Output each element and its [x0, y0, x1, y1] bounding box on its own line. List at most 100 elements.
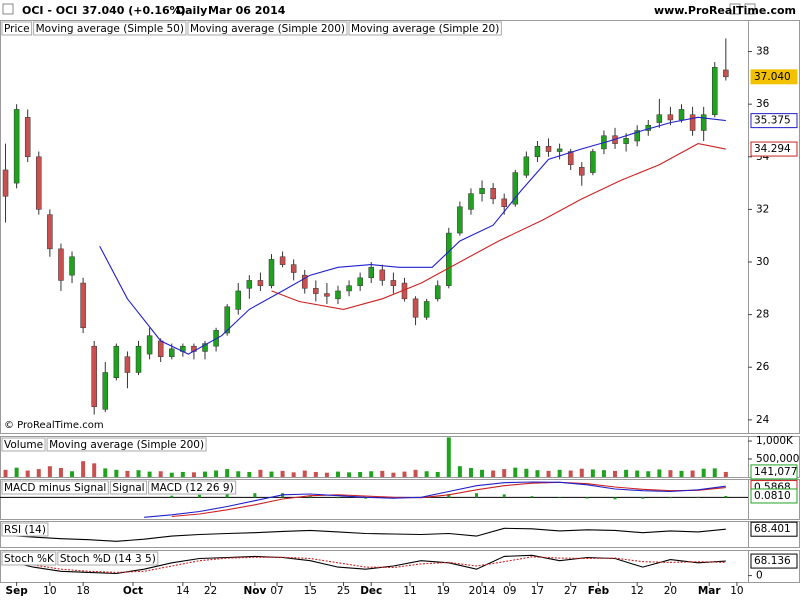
menu-icon[interactable] [2, 3, 14, 15]
volume-bar [324, 472, 329, 477]
legend-box [1, 437, 46, 452]
candle-body [235, 290, 242, 310]
copyright: © ProRealTime.com [4, 420, 104, 431]
window-icon[interactable] [744, 3, 756, 15]
y-tick-label: 500,000 [756, 453, 799, 465]
candle-body [545, 146, 552, 152]
histogram-bar [447, 494, 451, 498]
candle-body [146, 335, 153, 355]
volume-bar [369, 471, 374, 477]
volume-bar [36, 469, 41, 477]
volume-bar [81, 461, 86, 477]
legend-entry: Moving average (Simple 20) [351, 23, 499, 35]
volume-bar [690, 470, 695, 477]
x-tick-label: 18 [76, 585, 89, 597]
value-readout: 34.294 [754, 143, 791, 155]
volume-bar [480, 469, 485, 477]
volume-bar [624, 469, 629, 477]
volume-bar [125, 470, 130, 477]
x-tick-label: 20 [664, 585, 677, 597]
value-readout-box [750, 488, 798, 504]
candle-body [457, 206, 463, 234]
candle-body [24, 117, 31, 158]
histogram-bar [530, 496, 534, 498]
candle-body [246, 280, 253, 289]
volume-bar [557, 469, 562, 477]
x-tick-label: Oct [123, 585, 143, 597]
value-readout: 37.040 [754, 71, 791, 83]
legend-entry: MACD minus Signal [4, 482, 106, 494]
candle-body [412, 298, 419, 318]
candle-body [202, 343, 208, 352]
candle-body [13, 109, 20, 184]
candle-body [102, 372, 109, 410]
x-tick-label: Feb [588, 585, 610, 597]
series-line [271, 143, 726, 310]
x-tick-label: Nov [243, 585, 266, 597]
y-tick-label: 1,000K [756, 435, 794, 447]
x-tick-label: 10 [730, 585, 743, 597]
y-tick-label: 36 [756, 98, 770, 110]
candle-body [423, 301, 430, 318]
candle-body [69, 256, 75, 276]
volume-bar [468, 468, 473, 477]
y-tick-label: 24 [756, 414, 770, 426]
candle-body [80, 282, 86, 329]
volume-bar [47, 466, 52, 477]
site: www.ProRealTime.com [654, 4, 796, 17]
legend-box [46, 437, 207, 452]
volume-bar [313, 471, 318, 477]
candle-body [124, 356, 131, 373]
histogram-bar [641, 497, 645, 499]
legend-box [57, 551, 159, 566]
candle-body [279, 256, 286, 265]
x-tick-label: 09 [503, 585, 516, 597]
volume-bar [579, 468, 584, 477]
candle-body [324, 293, 330, 297]
legend-box [1, 480, 109, 495]
candle-body [368, 267, 374, 279]
volume-bar [191, 472, 196, 477]
volume-bar [236, 471, 241, 477]
volume-bar [358, 471, 363, 477]
volume-bar [524, 468, 529, 477]
volume-bar [601, 470, 606, 477]
x-tick-label: 22 [204, 585, 217, 597]
volume-bar [446, 437, 451, 477]
candle-body [700, 114, 707, 131]
histogram-bar [170, 495, 174, 498]
legend-box [187, 21, 348, 36]
candle-body [678, 109, 685, 121]
candle-body [58, 248, 64, 281]
series-line [171, 481, 726, 518]
value-readout: 68.401 [754, 523, 791, 535]
legend-entry: Moving average (Simple 200) [190, 23, 345, 35]
candle-body [91, 345, 97, 407]
candle-body [723, 69, 729, 78]
volume-bar [546, 470, 551, 477]
candle-body [468, 193, 474, 210]
volume-bar [269, 471, 274, 477]
histogram-bar [613, 497, 617, 500]
window-icon[interactable] [729, 3, 741, 15]
legend-entry: Price [4, 23, 30, 35]
y-tick-label: 30 [756, 256, 769, 268]
volume-bar [147, 471, 152, 477]
candle-body [667, 114, 674, 121]
volume-bar [723, 471, 728, 477]
value-readout-box [750, 113, 798, 129]
volume-bar [457, 466, 462, 477]
candle-body [656, 114, 663, 123]
candle-body [313, 288, 319, 294]
date: Mar 06 2014 [208, 4, 286, 17]
candle-body [534, 146, 541, 158]
candle-body [556, 148, 563, 152]
legend-box [1, 551, 57, 566]
value-readout: 141,077 [754, 466, 797, 478]
x-tick-label: 11 [403, 585, 416, 597]
volume-bar [169, 472, 174, 477]
x-tick-label: 25 [337, 585, 350, 597]
legend-box [33, 21, 187, 36]
